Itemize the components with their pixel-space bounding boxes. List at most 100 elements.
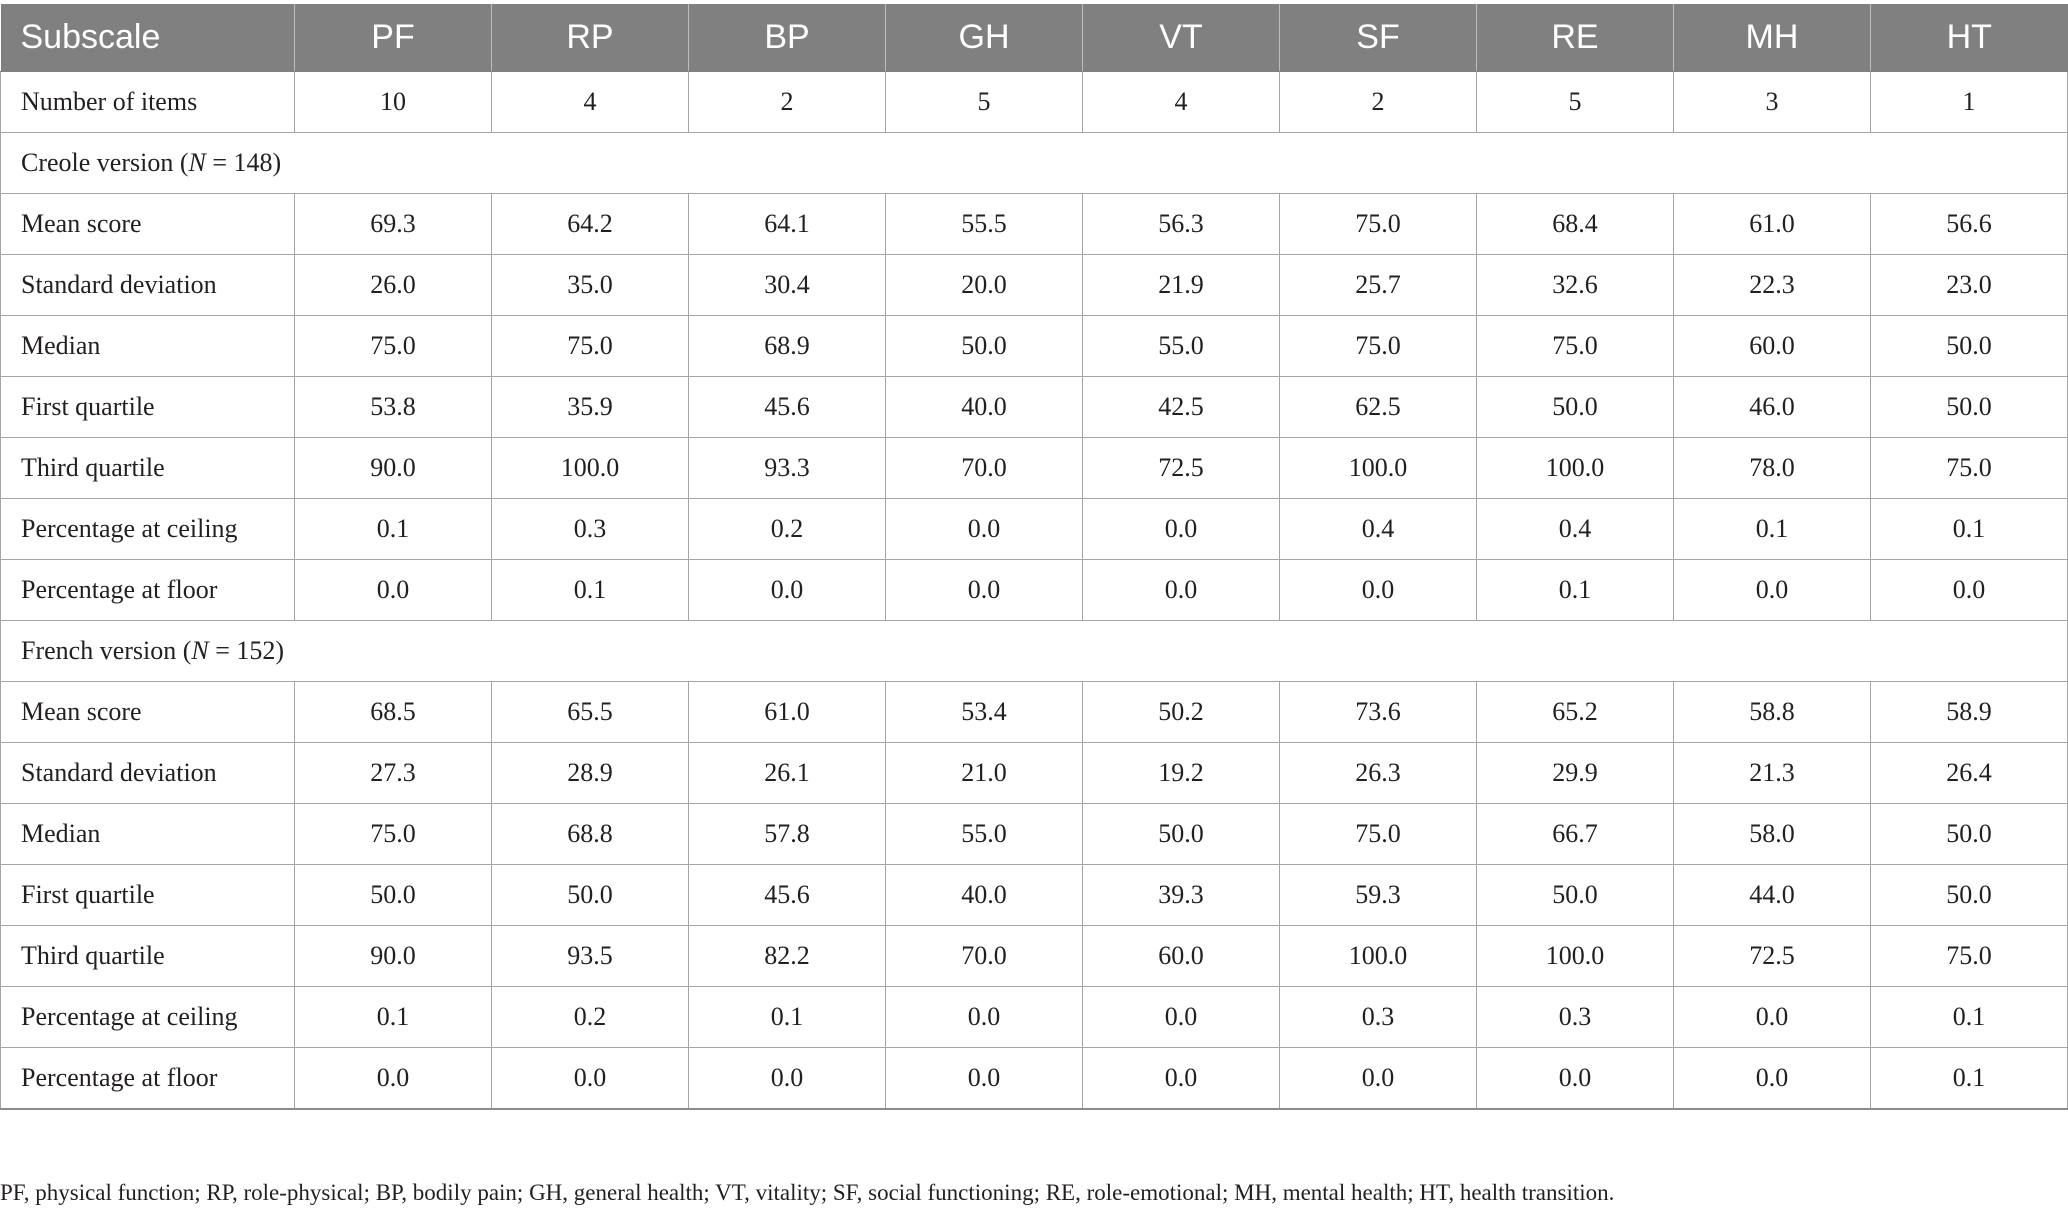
table-cell: 19.2 — [1082, 742, 1280, 804]
table-cell: 5 — [1476, 71, 1674, 133]
row-label: Percentage at ceiling — [0, 986, 295, 1048]
table-cell: 45.6 — [688, 376, 886, 438]
table-cell: 100.0 — [1476, 925, 1674, 987]
section-title-prefix: French version ( — [21, 636, 192, 665]
column-header-mh: MH — [1673, 4, 1871, 72]
table-body: Number of items 10 4 2 5 4 2 5 3 1 Creole version … — [0, 71, 2068, 1110]
table-cell: 0.3 — [1279, 986, 1477, 1048]
table-cell: 75.0 — [1476, 315, 1674, 377]
table-cell: 59.3 — [1279, 864, 1477, 926]
row-label: Mean score — [0, 681, 295, 743]
table-cell: 21.0 — [885, 742, 1083, 804]
sample-size-symbol: N — [191, 636, 209, 665]
table-cell: 0.0 — [491, 1047, 689, 1110]
column-header-subscale: Subscale — [0, 4, 295, 72]
header-row: Subscale PF RP BP GH VT SF RE MH HT — [0, 4, 2068, 72]
table-cell: 26.3 — [1279, 742, 1477, 804]
table-cell: 0.0 — [688, 1047, 886, 1110]
table-row: Median 75.0 75.0 68.9 50.0 55.0 75.0 75.0 60.0 50… — [0, 315, 2068, 377]
table-cell: 0.1 — [1870, 1047, 2068, 1110]
table-cell: 60.0 — [1082, 925, 1280, 987]
table-cell: 68.9 — [688, 315, 886, 377]
table-cell: 0.4 — [1279, 498, 1477, 560]
row-label: Number of items — [0, 71, 295, 133]
table-cell: 58.9 — [1870, 681, 2068, 743]
row-label: Percentage at floor — [0, 1047, 295, 1110]
table-cell: 28.9 — [491, 742, 689, 804]
table-cell: 75.0 — [491, 315, 689, 377]
section-header-row: Creole version (N = 148) — [0, 132, 2068, 194]
row-label: First quartile — [0, 864, 295, 926]
table-cell: 93.5 — [491, 925, 689, 987]
column-header-bp: BP — [688, 4, 886, 72]
table-cell: 0.0 — [1870, 559, 2068, 621]
table-cell: 58.0 — [1673, 803, 1871, 865]
table-cell: 0.0 — [294, 1047, 492, 1110]
table-cell: 70.0 — [885, 437, 1083, 499]
table-cell: 35.9 — [491, 376, 689, 438]
table-cell: 22.3 — [1673, 254, 1871, 316]
table-cell: 50.0 — [1870, 864, 2068, 926]
column-header-ht: HT — [1870, 4, 2068, 72]
table-cell: 90.0 — [294, 925, 492, 987]
table-cell: 21.3 — [1673, 742, 1871, 804]
table-row: Standard deviation 26.0 35.0 30.4 20.0 21.9 25… — [0, 254, 2068, 316]
table-cell: 0.1 — [294, 498, 492, 560]
row-label: Median — [0, 803, 295, 865]
table-cell: 75.0 — [1279, 803, 1477, 865]
table-row: Standard deviation 27.3 28.9 26.1 21.0 19.2 26… — [0, 742, 2068, 804]
table-cell: 44.0 — [1673, 864, 1871, 926]
table-cell: 61.0 — [688, 681, 886, 743]
table-cell: 32.6 — [1476, 254, 1674, 316]
table-cell: 72.5 — [1673, 925, 1871, 987]
table-cell: 61.0 — [1673, 193, 1871, 255]
table-row: Percentage at floor 0.0 0.1 0.0 0.0 0.0 0.0 0.1… — [0, 559, 2068, 621]
table-cell: 64.2 — [491, 193, 689, 255]
table-cell: 72.5 — [1082, 437, 1280, 499]
table-row: Third quartile 90.0 93.5 82.2 70.0 60.0 100.0 1… — [0, 925, 2068, 987]
row-label: Median — [0, 315, 295, 377]
table-cell: 0.2 — [688, 498, 886, 560]
table-cell: 75.0 — [1870, 437, 2068, 499]
table-cell: 65.5 — [491, 681, 689, 743]
row-label: Mean score — [0, 193, 295, 255]
table-row: Mean score 69.3 64.2 64.1 55.5 56.3 75.0 68.4 61… — [0, 193, 2068, 255]
row-label: Third quartile — [0, 437, 295, 499]
table-cell: 10 — [294, 71, 492, 133]
table-cell: 0.0 — [294, 559, 492, 621]
table-cell: 27.3 — [294, 742, 492, 804]
table-cell: 4 — [491, 71, 689, 133]
table-header: Subscale PF RP BP GH VT SF RE MH HT — [0, 4, 2068, 72]
table-cell: 25.7 — [1279, 254, 1477, 316]
table-row: Mean score 68.5 65.5 61.0 53.4 50.2 73.6 65.2 58… — [0, 681, 2068, 743]
items-count-row: Number of items 10 4 2 5 4 2 5 3 1 — [0, 71, 2068, 133]
table-cell: 0.0 — [885, 559, 1083, 621]
table-cell: 0.3 — [1476, 986, 1674, 1048]
table-cell: 39.3 — [1082, 864, 1280, 926]
table-cell: 45.6 — [688, 864, 886, 926]
table-cell: 5 — [885, 71, 1083, 133]
column-header-pf: PF — [294, 4, 492, 72]
table-cell: 100.0 — [1279, 437, 1477, 499]
row-label: First quartile — [0, 376, 295, 438]
table-cell: 0.0 — [688, 559, 886, 621]
table-cell: 75.0 — [294, 803, 492, 865]
table-cell: 29.9 — [1476, 742, 1674, 804]
table-cell: 23.0 — [1870, 254, 2068, 316]
table-cell: 0.0 — [1082, 986, 1280, 1048]
column-header-gh: GH — [885, 4, 1083, 72]
row-label: Standard deviation — [0, 742, 295, 804]
table-cell: 58.8 — [1673, 681, 1871, 743]
table-cell: 100.0 — [491, 437, 689, 499]
table-cell: 82.2 — [688, 925, 886, 987]
table-cell: 50.0 — [1870, 803, 2068, 865]
table-row: First quartile 50.0 50.0 45.6 40.0 39.3 59.3 50… — [0, 864, 2068, 926]
table-cell: 53.4 — [885, 681, 1083, 743]
table-cell: 0.1 — [1870, 498, 2068, 560]
table-cell: 64.1 — [688, 193, 886, 255]
table-cell: 42.5 — [1082, 376, 1280, 438]
table-cell: 30.4 — [688, 254, 886, 316]
table-cell: 93.3 — [688, 437, 886, 499]
section-title-prefix: Creole version ( — [21, 148, 189, 177]
table-cell: 75.0 — [1870, 925, 2068, 987]
